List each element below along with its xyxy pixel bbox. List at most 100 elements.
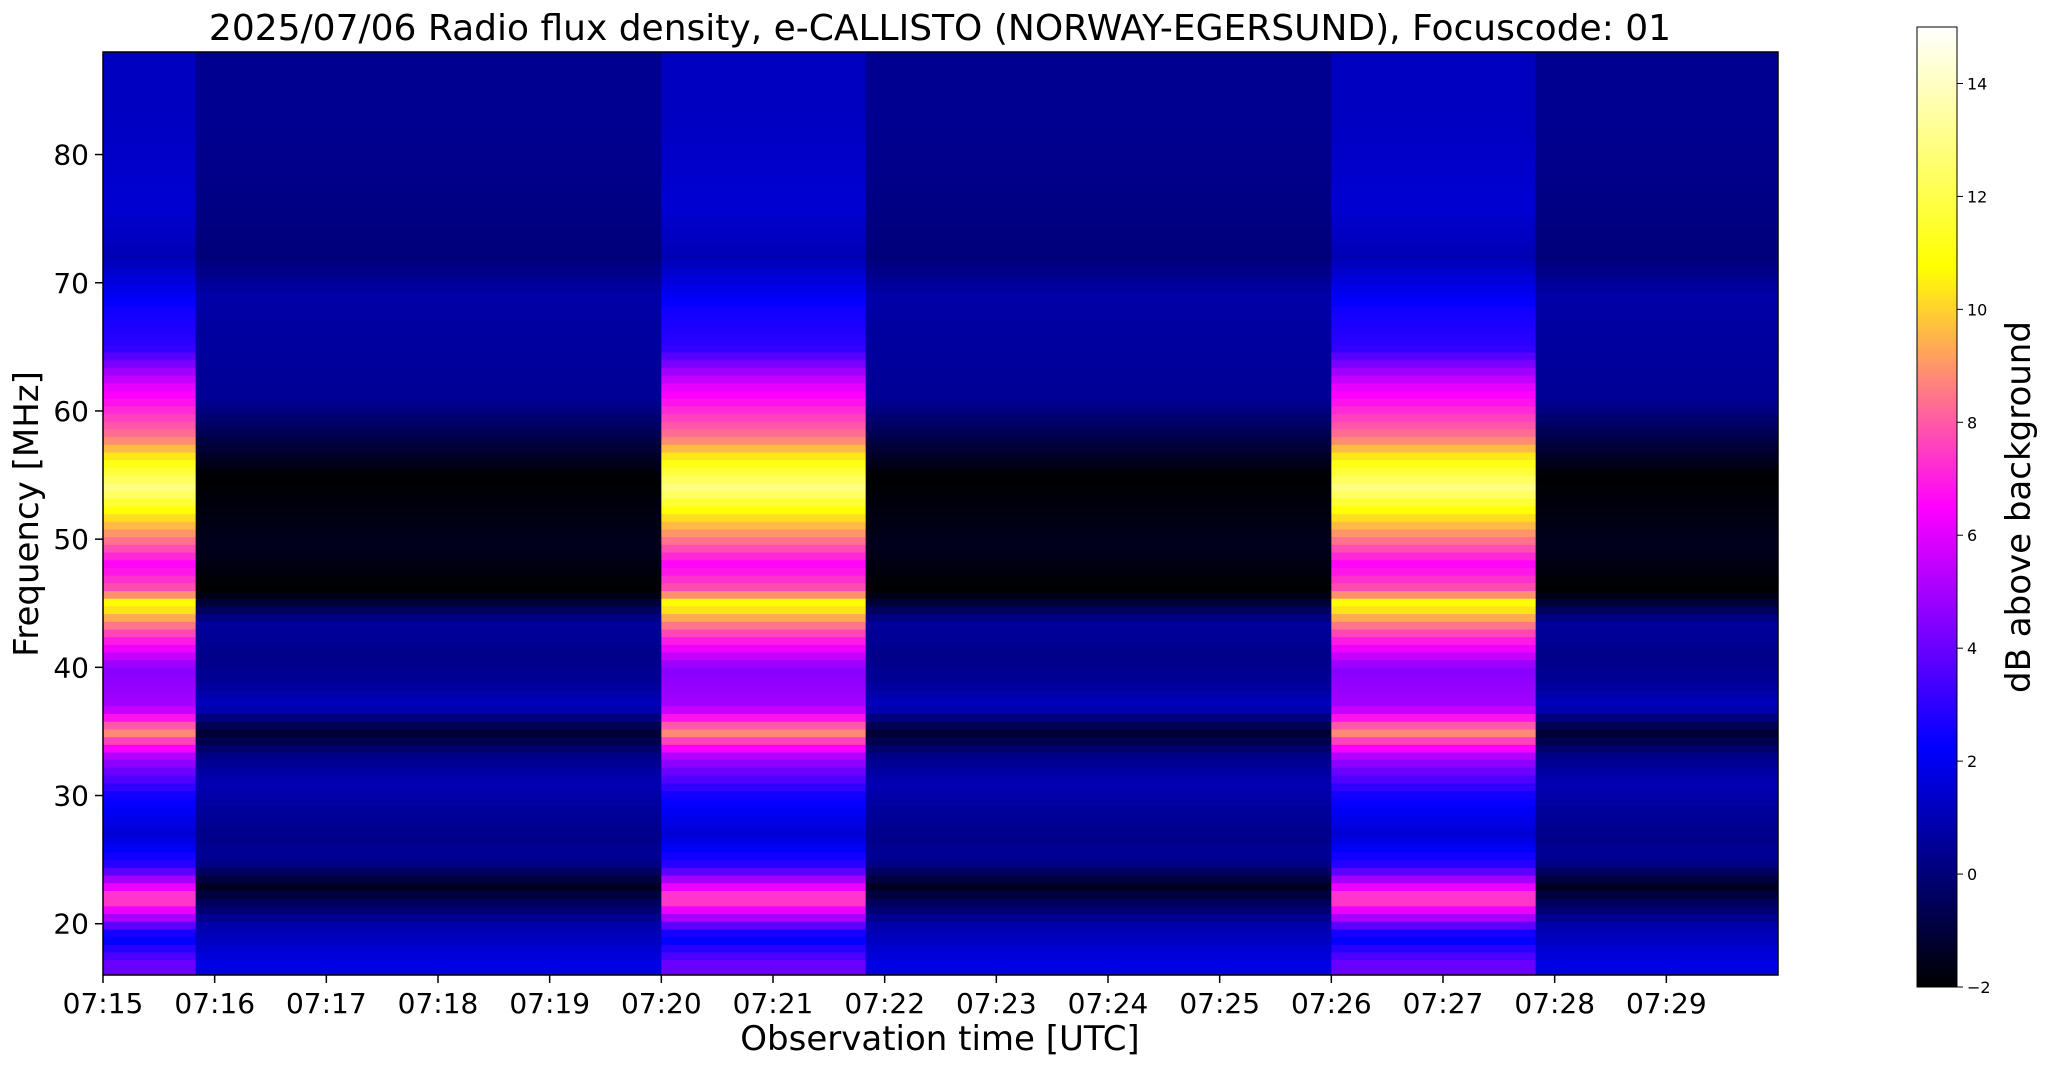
heatmap-cell	[1535, 75, 1778, 84]
heatmap-cell	[1331, 675, 1537, 684]
heatmap-cell	[661, 875, 867, 884]
heatmap-cell	[865, 967, 1332, 975]
heatmap-cell	[661, 75, 867, 84]
heatmap-cell	[1535, 813, 1778, 822]
heatmap-cell	[1535, 613, 1778, 622]
heatmap-cell	[195, 898, 662, 907]
heatmap-cell	[195, 621, 662, 630]
heatmap-cell	[103, 305, 197, 315]
heatmap-cell	[103, 482, 197, 492]
heatmap-cell	[1535, 936, 1778, 945]
heatmap-cell	[1535, 636, 1778, 645]
heatmap-cell	[103, 913, 197, 922]
heatmap-cell	[661, 359, 867, 368]
heatmap-cell	[1535, 205, 1778, 215]
heatmap-cell	[865, 682, 1332, 692]
heatmap-cell	[195, 675, 662, 684]
heatmap-cell	[865, 828, 1332, 838]
heatmap-cell	[103, 882, 197, 891]
x-axis-label: Observation time [UTC]	[740, 1019, 1139, 1059]
heatmap-cell	[103, 213, 197, 222]
heatmap-cell	[195, 905, 662, 915]
heatmap-cell	[1331, 190, 1537, 199]
heatmap-cell	[1331, 798, 1537, 807]
heatmap-cell	[661, 390, 867, 399]
heatmap-cell	[195, 298, 662, 307]
heatmap-cell	[1331, 459, 1537, 468]
heatmap-cell	[195, 559, 662, 568]
heatmap-cell	[103, 398, 197, 407]
heatmap-cell	[1535, 459, 1778, 468]
heatmap-cell	[1331, 436, 1537, 445]
heatmap-cell	[1331, 213, 1537, 222]
heatmap-cell	[865, 844, 1332, 853]
heatmap-cell	[661, 851, 867, 861]
heatmap-cell	[661, 236, 867, 245]
heatmap-cell	[865, 367, 1332, 376]
heatmap-cell	[661, 867, 867, 876]
heatmap-cell	[1331, 344, 1537, 353]
heatmap-cell	[103, 790, 197, 799]
heatmap-cell	[1535, 851, 1778, 861]
heatmap-cell	[865, 52, 1332, 61]
heatmap-cell	[103, 513, 197, 522]
heatmap-cell	[195, 751, 662, 761]
x-tick-label: 07:16	[174, 987, 255, 1020]
heatmap-cell	[1331, 628, 1537, 638]
heatmap-cell	[661, 628, 867, 638]
heatmap-cell	[1331, 636, 1537, 645]
heatmap-cell	[1535, 628, 1778, 638]
heatmap-cell	[661, 675, 867, 684]
heatmap-cell	[865, 713, 1332, 722]
heatmap-cell	[1535, 582, 1778, 592]
heatmap-cell	[1535, 251, 1778, 261]
colorbar-tick-label: 0	[1967, 865, 1977, 884]
heatmap-cell	[195, 851, 662, 861]
heatmap-cell	[103, 475, 197, 484]
y-tick-label: 20	[53, 908, 89, 941]
heatmap-cell	[865, 351, 1332, 361]
heatmap-cell	[1331, 528, 1537, 538]
heatmap-cell	[195, 821, 662, 830]
heatmap-cell	[195, 305, 662, 315]
heatmap-cell	[1535, 805, 1778, 815]
heatmap-cell	[1535, 105, 1778, 115]
heatmap-cell	[1331, 421, 1537, 430]
heatmap-cell	[103, 82, 197, 92]
heatmap-cell	[1331, 75, 1537, 84]
heatmap-cell	[661, 828, 867, 838]
heatmap-cell	[103, 52, 197, 61]
heatmap-cell	[103, 59, 197, 68]
heatmap-cell	[661, 859, 867, 868]
heatmap-cell	[103, 528, 197, 538]
heatmap-cell	[865, 421, 1332, 430]
heatmap-cell	[865, 521, 1332, 530]
heatmap-cell	[661, 690, 867, 699]
heatmap-cell	[865, 721, 1332, 730]
heatmap-cell	[661, 298, 867, 307]
heatmap-cell	[1535, 951, 1778, 961]
heatmap-cell	[1331, 167, 1537, 176]
heatmap-cell	[661, 544, 867, 553]
heatmap-cell	[1535, 428, 1778, 438]
heatmap-cell	[865, 605, 1332, 615]
heatmap-cell	[1535, 713, 1778, 722]
heatmap-cell	[1535, 421, 1778, 430]
heatmap-cell	[195, 413, 662, 422]
heatmap-cell	[195, 598, 662, 607]
heatmap-cell	[661, 351, 867, 361]
heatmap-cell	[661, 598, 867, 607]
heatmap-cell	[195, 375, 662, 384]
heatmap-cell	[661, 344, 867, 353]
heatmap-cell	[1331, 905, 1537, 915]
heatmap-cell	[103, 767, 197, 776]
heatmap-cell	[195, 605, 662, 615]
heatmap-cell	[195, 498, 662, 507]
heatmap-cell	[865, 567, 1332, 576]
heatmap-cell	[103, 967, 197, 975]
heatmap-cell	[661, 128, 867, 138]
heatmap-cell	[661, 413, 867, 422]
heatmap-cell	[195, 151, 662, 161]
heatmap-cell	[195, 636, 662, 645]
heatmap-cell	[661, 528, 867, 538]
